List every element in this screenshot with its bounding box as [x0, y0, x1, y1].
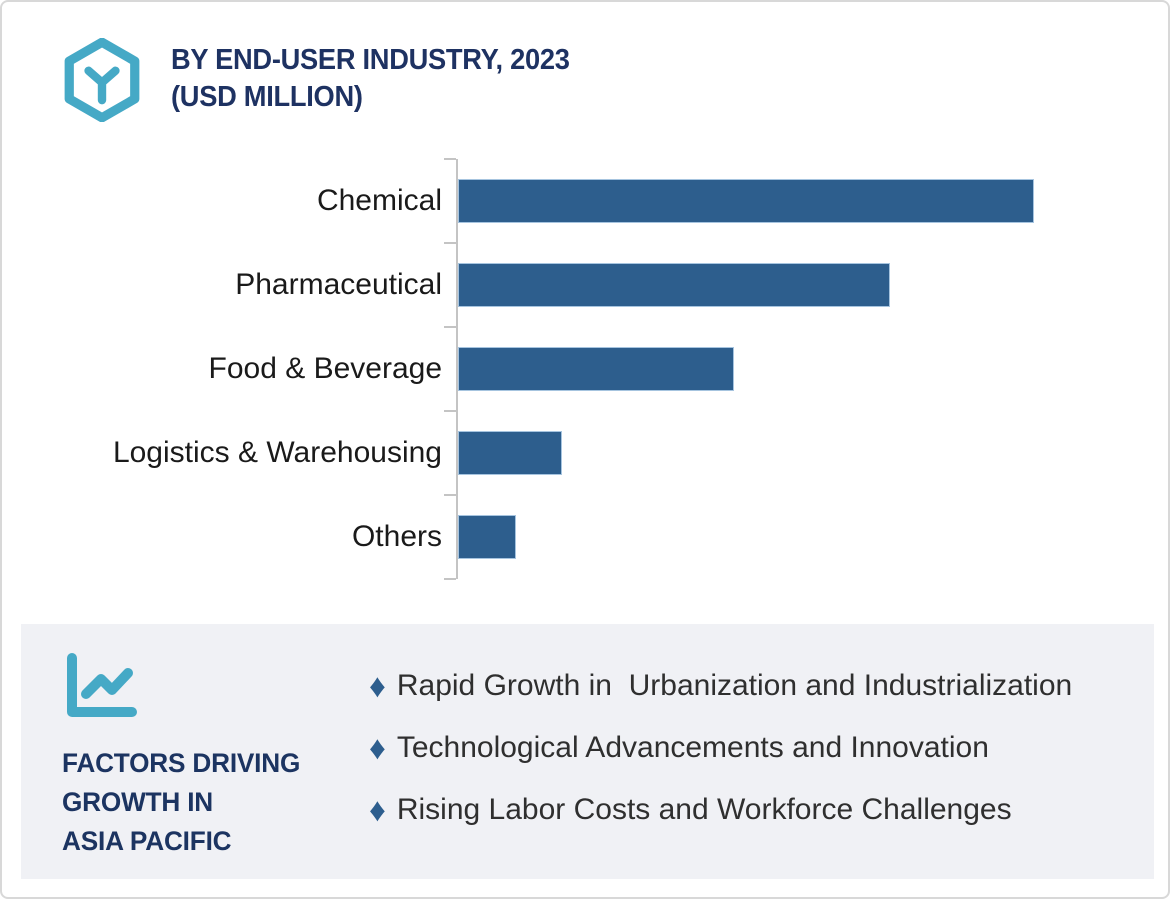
factors-heading-line: ASIA PACIFIC — [62, 826, 232, 856]
axis-tick — [444, 158, 456, 160]
factors-list: ♦ Rapid Growth in Urbanization and Indus… — [369, 662, 1147, 848]
chart-subtitle: (USD MILLION) — [171, 81, 363, 113]
category-label: Pharmaceutical — [235, 268, 442, 301]
bar-others — [458, 515, 516, 559]
factor-text: Rising Labor Costs and Workforce Challen… — [396, 793, 1012, 826]
factors-heading-line: FACTORS DRIVING — [62, 748, 301, 778]
bar-chemical — [458, 179, 1034, 223]
factor-text: Rapid Growth in Urbanization and Industr… — [396, 669, 1073, 702]
axis-tick — [444, 494, 456, 496]
chart-header: BY END-USER INDUSTRY, 2023 (USD MILLION) — [59, 38, 595, 122]
factor-item: ♦ Rapid Growth in Urbanization and Indus… — [369, 662, 1147, 709]
chart-title: BY END-USER INDUSTRY, 2023 — [171, 44, 570, 76]
bar-track — [456, 243, 1140, 327]
bar-track — [456, 495, 1140, 579]
chart-row: Logistics & Warehousing — [30, 411, 1140, 495]
chart-row: Chemical — [30, 159, 1140, 243]
factors-heading: FACTORS DRIVING GROWTH IN ASIA PACIFIC — [62, 744, 300, 861]
factor-text: Technological Advancements and Innovatio… — [396, 731, 989, 764]
factors-heading-line: GROWTH IN — [62, 787, 214, 817]
factor-item: ♦ Technological Advancements and Innovat… — [369, 724, 1147, 771]
chart-row: Food & Beverage — [30, 327, 1140, 411]
diamond-bullet-icon: ♦ — [369, 791, 386, 828]
factor-item: ♦ Rising Labor Costs and Workforce Chall… — [369, 786, 1147, 833]
chart-title-block: BY END-USER INDUSTRY, 2023 (USD MILLION) — [171, 38, 570, 116]
category-label: Logistics & Warehousing — [112, 436, 442, 469]
chart-row: Others — [30, 495, 1140, 579]
category-label: Others — [351, 520, 442, 553]
line-chart-icon — [67, 653, 137, 717]
bar-track — [456, 411, 1140, 495]
bar-track — [456, 159, 1140, 243]
diamond-bullet-icon: ♦ — [369, 667, 386, 704]
bar-track — [456, 327, 1140, 411]
axis-tick — [444, 410, 456, 412]
bar-pharmaceutical — [458, 263, 890, 307]
factors-panel: FACTORS DRIVING GROWTH IN ASIA PACIFIC ♦… — [21, 624, 1154, 879]
bar-food-beverage — [458, 347, 735, 391]
axis-tick — [444, 578, 456, 580]
chart-row: Pharmaceutical — [30, 243, 1140, 327]
bar-logistics-warehousing — [458, 431, 562, 475]
hexagon-y-logo-icon — [64, 38, 140, 122]
bar-chart: Chemical Pharmaceutical Food & Beverage … — [30, 159, 1140, 579]
axis-tick — [444, 326, 456, 328]
axis-tick — [444, 242, 456, 244]
category-label: Food & Beverage — [208, 352, 442, 385]
diamond-bullet-icon: ♦ — [369, 729, 386, 766]
category-label: Chemical — [316, 184, 442, 217]
